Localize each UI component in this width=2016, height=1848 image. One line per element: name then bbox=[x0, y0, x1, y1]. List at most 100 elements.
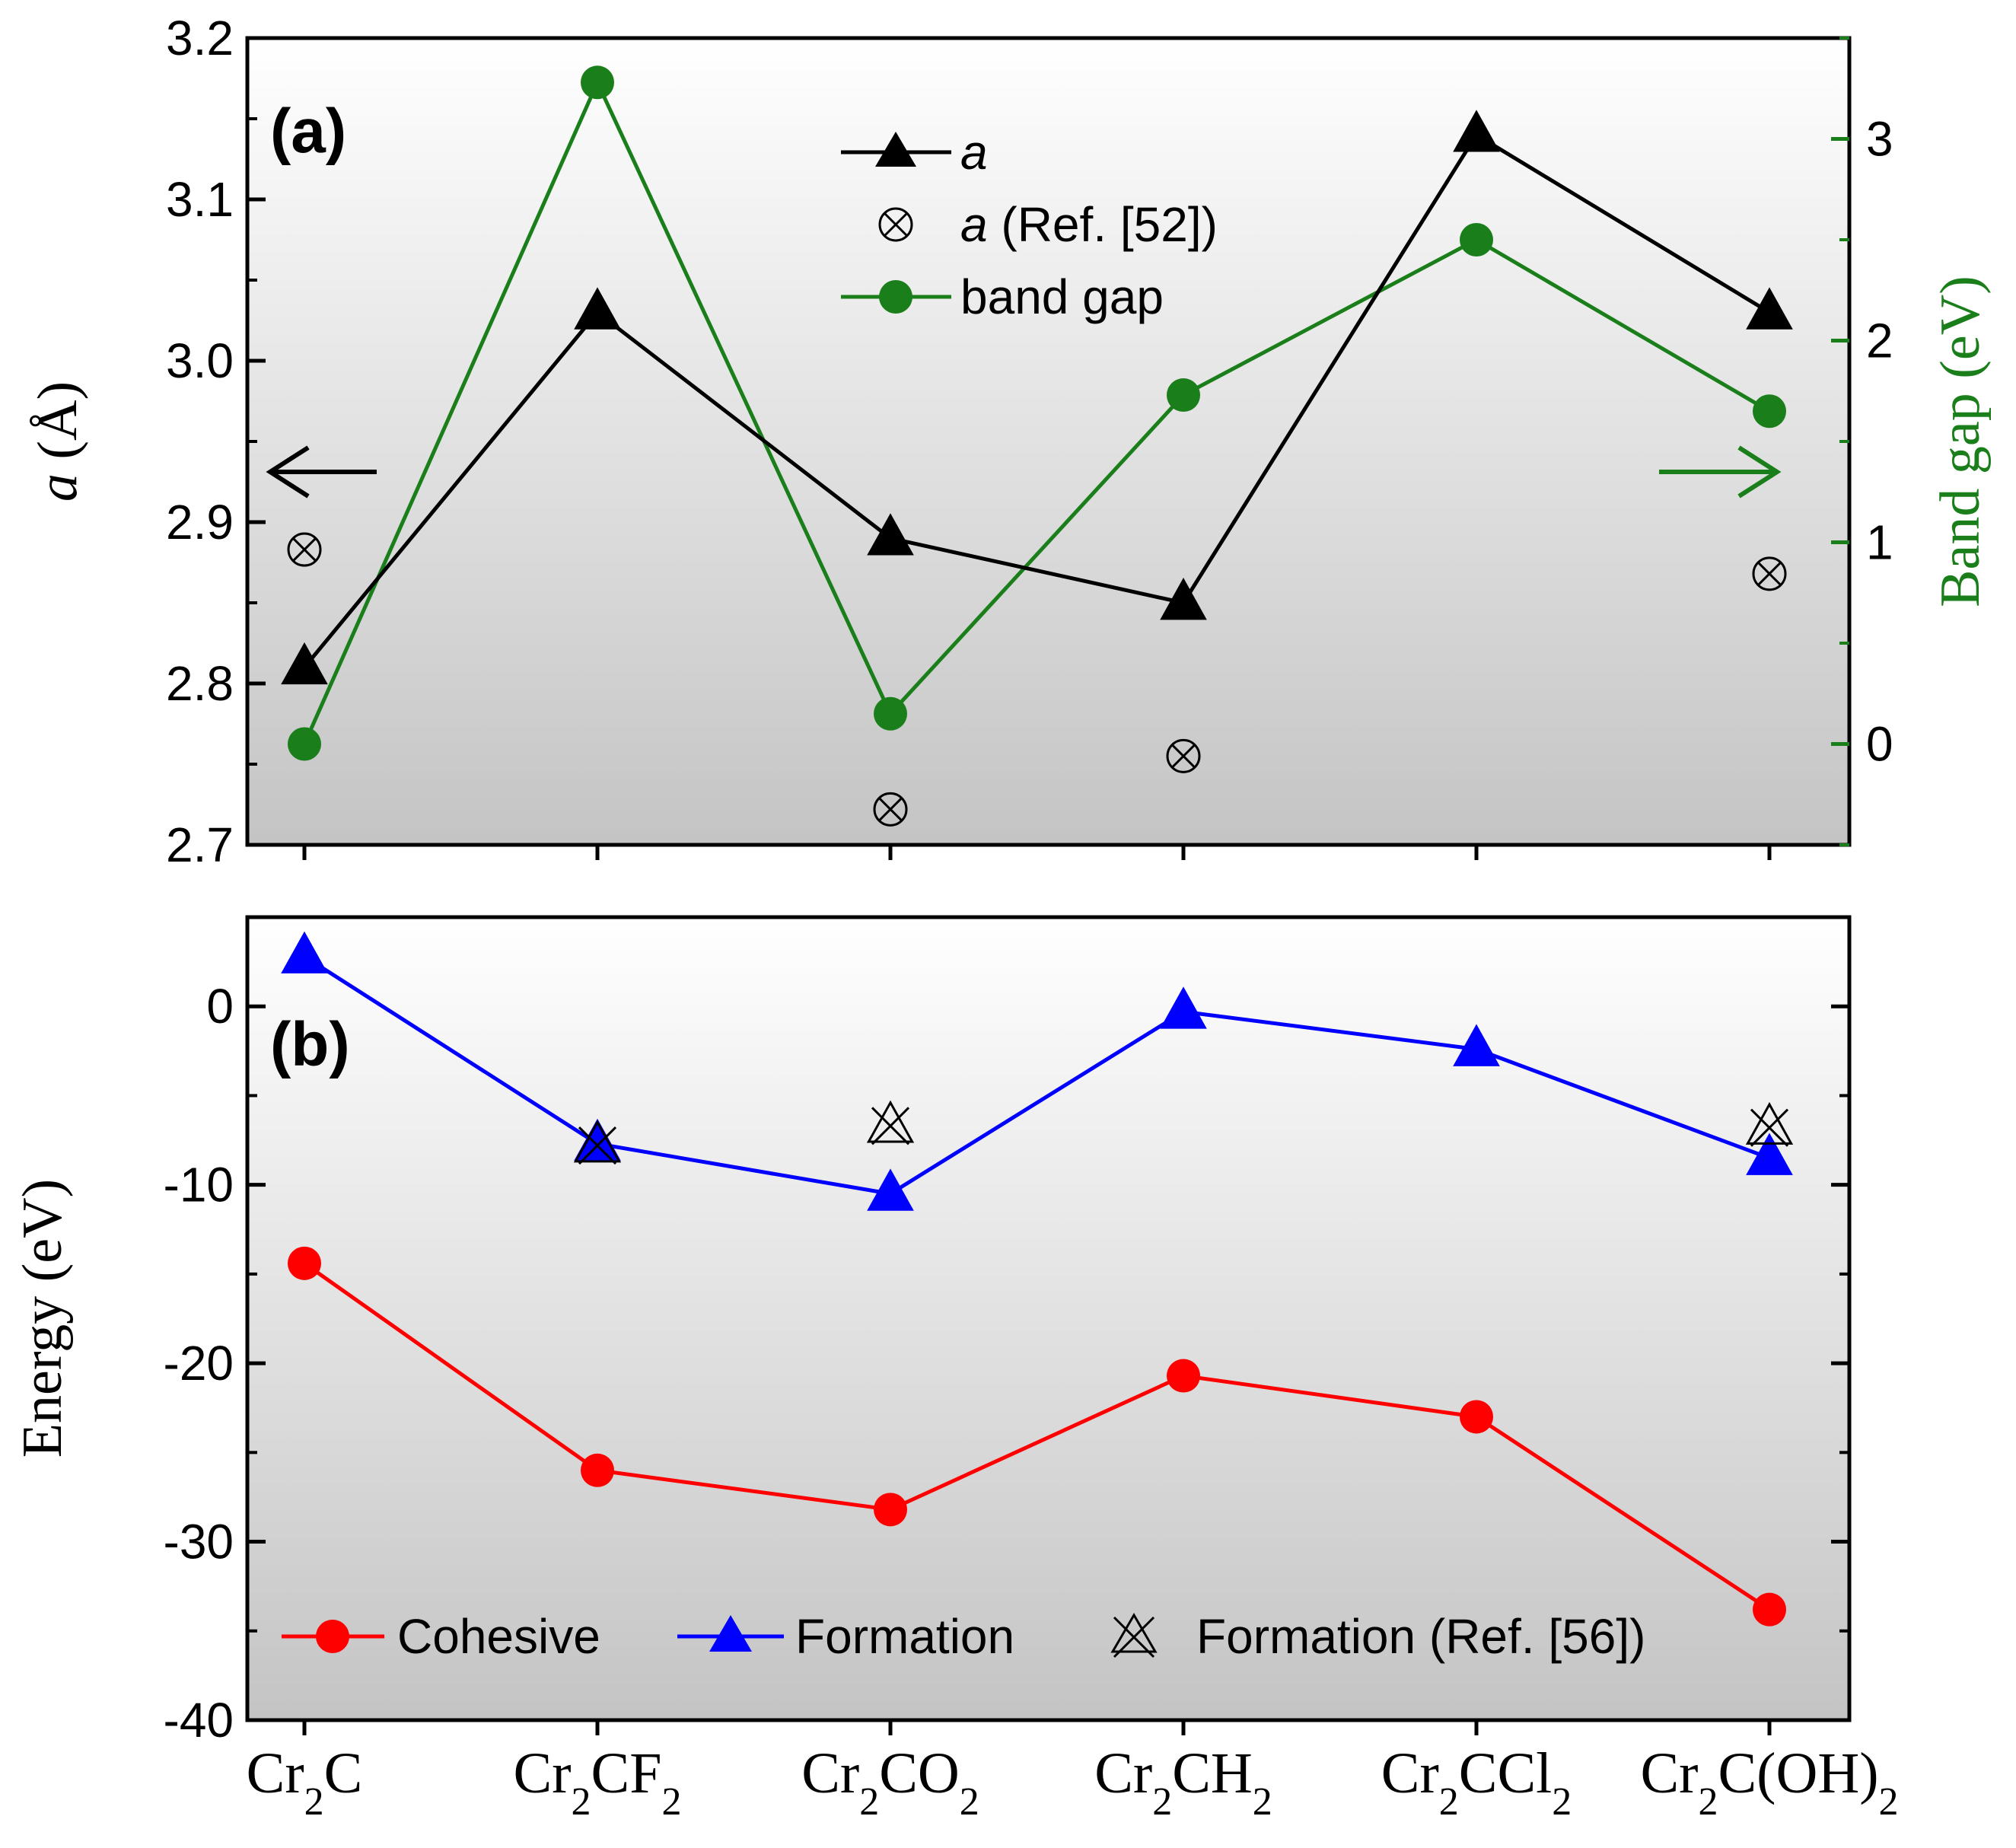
right-tick-label: 1 bbox=[1866, 515, 1893, 570]
cohesive-point bbox=[1167, 1359, 1200, 1393]
panel-b-ticks bbox=[247, 916, 1849, 1735]
legend-band-gap-label: band gap bbox=[960, 269, 1164, 324]
ref-circle bbox=[1752, 556, 1787, 591]
lattice-a-ref-point bbox=[1752, 556, 1787, 591]
category-label: Cr2CF2 bbox=[514, 1741, 682, 1824]
band-gap-point bbox=[288, 727, 321, 761]
formation-ref-point bbox=[866, 1100, 915, 1145]
lattice-a-point bbox=[1453, 110, 1500, 152]
left-tick-label: 3.1 bbox=[166, 172, 234, 227]
ref-triangle bbox=[573, 1120, 622, 1163]
lattice-a-point bbox=[1160, 578, 1207, 620]
cohesive-point bbox=[874, 1493, 907, 1527]
formation-ref-point bbox=[1745, 1101, 1794, 1147]
right-tick-label: 0 bbox=[1866, 717, 1893, 772]
left-tick-label: 2.8 bbox=[166, 656, 234, 711]
left-tick-label: -40 bbox=[164, 1693, 234, 1748]
ref-cross bbox=[291, 537, 317, 562]
ref-cross bbox=[1756, 561, 1782, 586]
panel-a-label: (a) bbox=[270, 97, 346, 166]
legend-a-label: a bbox=[960, 125, 988, 180]
panel-b-lines bbox=[303, 954, 1771, 1611]
left-tick-label: -20 bbox=[164, 1336, 234, 1391]
ref-cross bbox=[1170, 744, 1196, 769]
panel-a-right-axis-title: Band gap (eV) bbox=[1929, 276, 1992, 607]
ref-circle bbox=[287, 532, 322, 567]
panel-b: -40 -30 -20 -10 0 (b) Energy (eV) Cohesive F… bbox=[11, 915, 1852, 1748]
category-label: Cr2CCl2 bbox=[1381, 1741, 1572, 1824]
formation-point bbox=[867, 1168, 914, 1211]
lattice-a-line bbox=[303, 132, 1771, 669]
panel-a-left-axis-title: a (Å) bbox=[27, 381, 89, 502]
legend-formation-ref-swatch bbox=[1110, 1613, 1158, 1658]
panel-b-label: (b) bbox=[270, 1010, 350, 1079]
panel-a-legend: a a (Ref. [52]) band gap bbox=[841, 125, 1218, 324]
left-tick-label: 0 bbox=[206, 979, 234, 1034]
formation-ref-point bbox=[573, 1120, 622, 1165]
panel-a-lines bbox=[302, 78, 1771, 745]
ref-cross bbox=[877, 797, 903, 822]
left-tick-label: 2.9 bbox=[166, 495, 234, 550]
panel-a-plot-area bbox=[245, 36, 1852, 847]
cohesive-point bbox=[1753, 1592, 1786, 1627]
ref-cross bbox=[1750, 1108, 1789, 1147]
formation-point bbox=[1453, 1024, 1500, 1066]
right-axis-arrow-icon bbox=[1659, 445, 1782, 499]
panel-b-plot-area bbox=[245, 915, 1852, 1722]
panel-a-right-tick-labels: 0 1 2 3 bbox=[1866, 112, 1893, 772]
left-tick-label: -10 bbox=[164, 1158, 234, 1212]
band-gap-point bbox=[1167, 378, 1200, 413]
panel-b-markers bbox=[281, 931, 1794, 1627]
legend-a-line-swatch bbox=[841, 132, 951, 167]
formation-point bbox=[574, 1118, 621, 1161]
lattice-a-point bbox=[867, 513, 914, 556]
legend-formation-ref-label: Formation (Ref. [56]) bbox=[1196, 1609, 1645, 1664]
legend-cohesive-label: Cohesive bbox=[397, 1609, 600, 1664]
lattice-a-ref-point bbox=[287, 532, 322, 567]
cohesive-point bbox=[581, 1453, 614, 1487]
legend-cohesive-swatch bbox=[282, 1620, 384, 1653]
category-label: Cr2C(OH)2 bbox=[1640, 1741, 1898, 1824]
category-labels: Cr2C Cr2CF2 Cr2CO2 Cr2CH2 Cr2CCl2 Cr2C(OH)2 bbox=[247, 1741, 1899, 1824]
left-axis-arrow-icon bbox=[266, 445, 377, 499]
cohesive-point bbox=[288, 1246, 321, 1280]
ref-circle bbox=[873, 792, 908, 827]
legend-a-ref-label: a (Ref. [52]) bbox=[960, 197, 1218, 252]
right-tick-label: 2 bbox=[1866, 314, 1893, 368]
category-label: Cr2C bbox=[247, 1741, 363, 1824]
left-tick-label: -30 bbox=[164, 1515, 234, 1569]
formation-line bbox=[303, 954, 1770, 1196]
panel-b-left-tick-labels: -40 -30 -20 -10 0 bbox=[164, 979, 234, 1748]
ref-triangle bbox=[1745, 1101, 1794, 1145]
legend-a-ref-swatch bbox=[878, 207, 913, 242]
ref-circle bbox=[1166, 738, 1201, 773]
lattice-a-point bbox=[1746, 287, 1793, 330]
lattice-a-point bbox=[574, 287, 621, 330]
category-label: Cr2CH2 bbox=[1094, 1741, 1272, 1824]
cohesive-point bbox=[1460, 1400, 1493, 1434]
left-tick-label: 3.2 bbox=[166, 11, 234, 65]
panel-a-ticks bbox=[247, 36, 1849, 860]
right-tick-label: 3 bbox=[1866, 112, 1893, 167]
panel-a-markers bbox=[281, 65, 1793, 827]
category-label: Cr2CO2 bbox=[801, 1741, 979, 1824]
band-gap-point bbox=[874, 696, 907, 731]
legend-band-gap-swatch bbox=[841, 280, 951, 314]
lattice-a-ref-point bbox=[1166, 738, 1201, 773]
cohesive-line bbox=[303, 1261, 1771, 1611]
legend-formation-label: Formation bbox=[795, 1609, 1014, 1664]
panel-a: 2.7 2.8 2.9 3.0 3.1 3.2 0 1 2 3 (a) a (Å) Band g… bbox=[27, 11, 1992, 872]
formation-point bbox=[281, 931, 328, 973]
ref-cross bbox=[578, 1126, 617, 1165]
formation-point bbox=[1160, 986, 1207, 1029]
ref-cross bbox=[871, 1107, 910, 1145]
left-tick-label: 3.0 bbox=[166, 333, 234, 388]
ref-triangle bbox=[866, 1100, 915, 1143]
lattice-a-ref-point bbox=[873, 792, 908, 827]
panel-a-left-tick-labels: 2.7 2.8 2.9 3.0 3.1 3.2 bbox=[166, 11, 234, 872]
panel-b-left-axis-title: Energy (eV) bbox=[11, 1179, 74, 1458]
band-gap-point bbox=[1460, 223, 1493, 256]
legend-formation-swatch bbox=[677, 1615, 784, 1652]
left-tick-label: 2.7 bbox=[166, 817, 234, 872]
